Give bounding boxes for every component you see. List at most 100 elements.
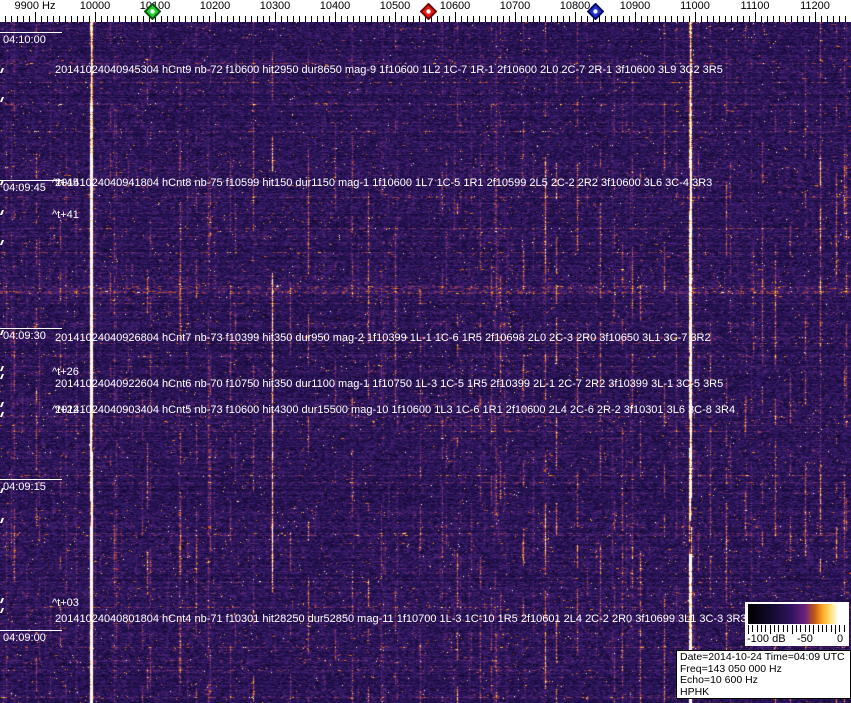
frequency-tick bbox=[23, 16, 24, 22]
frequency-tick bbox=[845, 16, 846, 22]
frequency-tick bbox=[701, 16, 702, 22]
frequency-tick bbox=[665, 16, 666, 22]
frequency-tick bbox=[587, 16, 588, 22]
frequency-tick bbox=[395, 12, 396, 22]
colorbar-tick bbox=[778, 625, 780, 632]
colorbar-tick bbox=[765, 625, 767, 632]
frequency-label: 10700 bbox=[499, 0, 531, 12]
frequency-tick bbox=[431, 16, 432, 22]
frequency-label: 9900 Hz bbox=[14, 0, 56, 12]
frequency-tick bbox=[569, 16, 570, 22]
frequency-tick bbox=[227, 16, 228, 22]
frequency-tick bbox=[485, 16, 486, 22]
frequency-tick bbox=[383, 16, 384, 22]
event-time-mark: ^t+22 bbox=[52, 404, 79, 416]
colorbar-tick bbox=[748, 625, 749, 634]
frequency-tick bbox=[89, 16, 90, 22]
frequency-tick bbox=[143, 16, 144, 22]
frequency-tick bbox=[245, 16, 246, 22]
frequency-tick bbox=[791, 16, 792, 22]
frequency-tick bbox=[335, 12, 336, 22]
frequency-tick bbox=[269, 16, 270, 22]
detection-text: 20141024040903404 hCnt5 nb-73 f10600 hit… bbox=[55, 404, 736, 416]
frequency-tick bbox=[719, 16, 720, 22]
colorbar-tick bbox=[804, 625, 806, 632]
time-tick-line bbox=[0, 630, 62, 631]
colorbar-tick bbox=[839, 625, 841, 632]
frequency-tick bbox=[779, 16, 780, 22]
frequency-tick bbox=[497, 16, 498, 22]
colorbar: -100 dB -50 0 bbox=[745, 602, 849, 646]
frequency-tick bbox=[761, 16, 762, 22]
frequency-tick bbox=[545, 16, 546, 22]
frequency-tick bbox=[803, 16, 804, 22]
frequency-label: 10600 bbox=[439, 0, 471, 12]
frequency-tick bbox=[629, 16, 630, 22]
frequency-tick bbox=[119, 16, 120, 22]
frequency-tick bbox=[653, 16, 654, 22]
frequency-tick bbox=[479, 16, 480, 22]
colorbar-tick bbox=[795, 625, 797, 632]
frequency-tick bbox=[275, 12, 276, 22]
frequency-tick bbox=[737, 16, 738, 22]
frequency-tick bbox=[809, 16, 810, 22]
green-marker-diamond-icon[interactable] bbox=[143, 2, 161, 21]
frequency-tick bbox=[707, 16, 708, 22]
frequency-tick bbox=[731, 16, 732, 22]
frequency-tick bbox=[305, 16, 306, 22]
frequency-tick bbox=[191, 16, 192, 22]
colorbar-label-min: -100 dB bbox=[747, 633, 786, 645]
time-tick-line bbox=[0, 328, 62, 329]
frequency-tick bbox=[455, 12, 456, 22]
blue-marker-diamond-icon[interactable] bbox=[586, 2, 604, 21]
frequency-tick bbox=[557, 16, 558, 22]
frequency-tick bbox=[413, 16, 414, 22]
frequency-tick bbox=[107, 16, 108, 22]
frequency-tick bbox=[77, 16, 78, 22]
frequency-tick bbox=[65, 16, 66, 22]
frequency-label: 11200 bbox=[800, 0, 830, 12]
frequency-tick bbox=[623, 16, 624, 22]
frequency-tick bbox=[539, 16, 540, 22]
frequency-tick bbox=[83, 16, 84, 22]
frequency-label: 10400 bbox=[319, 0, 351, 12]
edge-tick bbox=[0, 598, 5, 603]
frequency-tick bbox=[515, 12, 516, 22]
red-marker-diamond-icon[interactable] bbox=[419, 2, 437, 21]
frequency-tick bbox=[407, 16, 408, 22]
event-time-mark: ^t+45 bbox=[52, 177, 79, 189]
time-label: 04:09:00 bbox=[3, 632, 46, 644]
frequency-tick bbox=[509, 16, 510, 22]
frequency-tick bbox=[797, 16, 798, 22]
time-label: 04:10:00 bbox=[3, 34, 46, 46]
frequency-tick bbox=[155, 12, 156, 22]
event-time-mark: ^t+41 bbox=[52, 209, 79, 221]
detection-text: 20141024040922604 hCnt6 nb-70 f10750 hit… bbox=[55, 378, 724, 390]
frequency-tick bbox=[683, 16, 684, 22]
detection-text: 20141024040945304 hCnt9 nb-72 f10600 hit… bbox=[55, 64, 723, 76]
frequency-tick bbox=[677, 16, 678, 22]
colorbar-tick bbox=[756, 625, 758, 632]
frequency-tick bbox=[209, 16, 210, 22]
frequency-tick bbox=[521, 16, 522, 22]
edge-tick bbox=[0, 518, 5, 523]
edge-tick bbox=[0, 97, 5, 102]
frequency-tick bbox=[131, 16, 132, 22]
edge-tick bbox=[0, 402, 5, 407]
frequency-tick bbox=[263, 16, 264, 22]
time-tick-line bbox=[0, 479, 62, 480]
edge-tick bbox=[0, 210, 5, 215]
frequency-tick bbox=[203, 16, 204, 22]
frequency-tick bbox=[659, 16, 660, 22]
frequency-tick bbox=[347, 16, 348, 22]
frequency-tick bbox=[563, 16, 564, 22]
colorbar-tick bbox=[808, 625, 810, 632]
frequency-tick bbox=[17, 16, 18, 22]
frequency-tick bbox=[785, 16, 786, 22]
frequency-tick bbox=[767, 16, 768, 22]
frequency-tick bbox=[47, 16, 48, 22]
frequency-tick bbox=[95, 12, 96, 22]
frequency-tick bbox=[221, 16, 222, 22]
event-time-mark: ^t+26 bbox=[52, 366, 79, 378]
